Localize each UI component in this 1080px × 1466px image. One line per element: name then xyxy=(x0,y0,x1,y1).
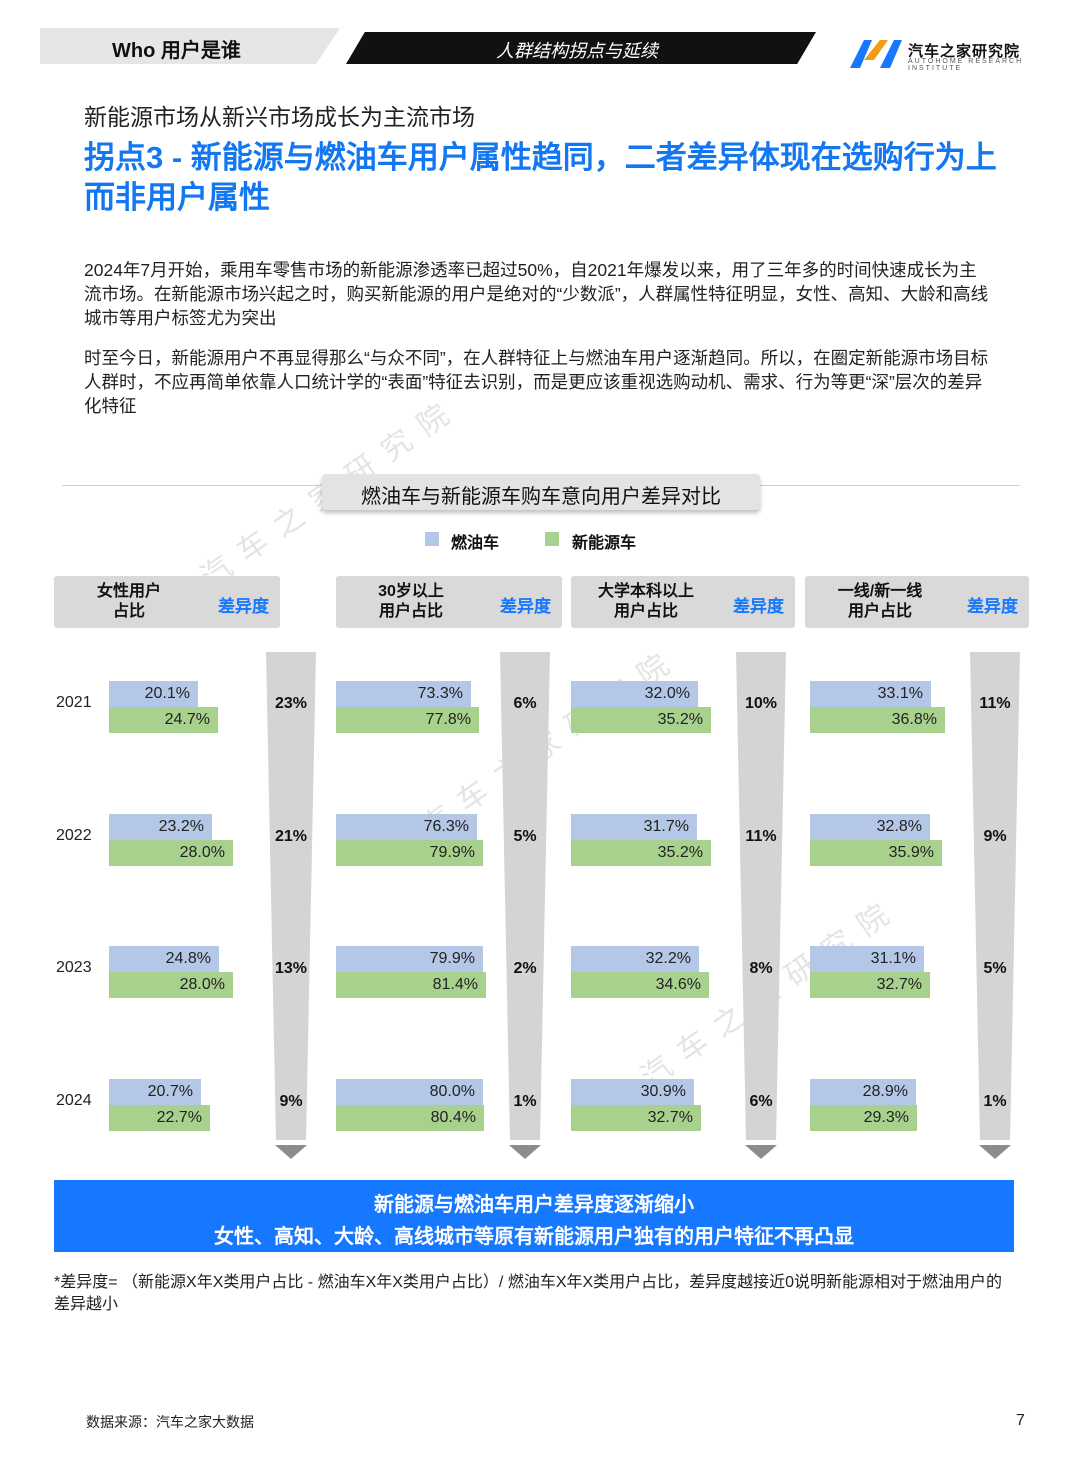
group-name: 女性用户 占比 xyxy=(96,583,161,620)
topic-label: 人群结构拐点与延续 xyxy=(496,41,658,61)
logo-name: 汽车之家研究院 xyxy=(908,43,1021,60)
bar-fuel: 20.7% xyxy=(109,1079,201,1105)
diff-value: 6% xyxy=(749,1093,773,1110)
diff-value: 1% xyxy=(513,1093,537,1110)
group-name: 大学本科以上 用户占比 xyxy=(597,583,694,620)
intro-paragraph-1: 2024年7月开始，乘用车零售市场的新能源渗透率已超过50%，自2021年爆发以… xyxy=(84,260,989,328)
diff-value: 11% xyxy=(745,828,777,845)
bar-nev: 29.3% xyxy=(810,1105,917,1131)
diff-value: 21% xyxy=(274,828,308,845)
bar-nev: 80.4% xyxy=(336,1105,484,1131)
bar-fuel: 73.3% xyxy=(336,681,471,707)
bar-nev: 28.0% xyxy=(109,972,233,998)
year-label: 2023 xyxy=(56,959,92,976)
bar-nev: 32.7% xyxy=(571,1105,701,1131)
legend-nev-label: 新能源车 xyxy=(572,535,637,552)
diff-value: 9% xyxy=(983,828,1007,845)
bar-fuel: 79.9% xyxy=(336,946,483,972)
group-header: 一线/新一线 用户占比 差异度 xyxy=(805,576,1029,628)
section-label: Who 用户是谁 xyxy=(112,40,241,62)
diff-value: 6% xyxy=(513,695,537,712)
autohome-logo-icon xyxy=(850,40,902,68)
conclusion-line-1: 新能源与燃油车用户差异度逐渐缩小 xyxy=(374,1194,694,1216)
bar-nev: 77.8% xyxy=(336,707,479,733)
diff-header: 差异度 xyxy=(967,597,1018,616)
bar-nev: 22.7% xyxy=(109,1105,210,1131)
diff-value: 2% xyxy=(513,960,537,977)
diff-value: 9% xyxy=(279,1093,303,1110)
watermark: 汽车之家研究院 xyxy=(635,890,907,1095)
diff-value: 23% xyxy=(274,695,308,712)
bar-nev: 35.2% xyxy=(571,840,711,866)
bar-nev: 28.0% xyxy=(109,840,233,866)
watermark: 汽车之家研究院 xyxy=(415,640,687,845)
bar-nev: 24.7% xyxy=(109,707,218,733)
funnel-arrow xyxy=(736,652,786,1159)
legend-nev-swatch xyxy=(545,532,559,546)
conclusion-banner: 新能源与燃油车用户差异度逐渐缩小 女性、高知、大龄、高线城市等原有新能源用户独有… xyxy=(54,1180,1014,1252)
section-tab: Who 用户是谁 xyxy=(40,28,340,64)
bar-nev: 35.9% xyxy=(810,840,942,866)
bar-fuel: 32.8% xyxy=(810,814,930,840)
data-source: 数据来源：汽车之家大数据 xyxy=(86,1414,254,1430)
diff-value: 10% xyxy=(744,695,778,712)
funnel-arrow xyxy=(970,652,1020,1159)
conclusion-line-2: 女性、高知、大龄、高线城市等原有新能源用户独有的用户特征不再凸显 xyxy=(214,1226,854,1248)
diff-value: 1% xyxy=(983,1093,1007,1110)
bar-fuel: 32.2% xyxy=(571,946,699,972)
group-header: 大学本科以上 用户占比 差异度 xyxy=(571,576,795,628)
bar-nev: 81.4% xyxy=(336,972,486,998)
diff-header: 差异度 xyxy=(218,597,269,616)
bar-fuel: 20.1% xyxy=(109,681,198,707)
diff-value: 5% xyxy=(513,828,537,845)
diff-value: 11% xyxy=(979,695,1011,712)
bar-nev: 79.9% xyxy=(336,840,483,866)
topic-bar: 人群结构拐点与延续 xyxy=(346,32,816,64)
diff-header: 差异度 xyxy=(500,597,551,616)
bar-nev: 34.6% xyxy=(571,972,709,998)
group-header: 30岁以上 用户占比 差异度 xyxy=(336,576,562,628)
chart-title-box xyxy=(322,474,760,510)
bar-fuel: 24.8% xyxy=(109,946,219,972)
page-number: 7 xyxy=(1016,1412,1025,1429)
legend-fuel-label: 燃油车 xyxy=(451,535,500,552)
bar-fuel: 30.9% xyxy=(571,1079,694,1105)
year-label: 2022 xyxy=(56,827,92,844)
chart-title: 燃油车与新能源车购车意向用户差异对比 xyxy=(361,486,721,508)
footnote: *差异度= （新能源X年X类用户占比 - 燃油车X年X类用户占比）/ 燃油车X年… xyxy=(54,1274,1003,1313)
bar-fuel: 23.2% xyxy=(109,814,212,840)
page-subtitle: 新能源市场从新兴市场成长为主流市场 xyxy=(84,104,475,130)
logo-subtitle: AUTOHOME RESEARCH INSTITUTE xyxy=(908,58,1024,72)
diff-value: 13% xyxy=(274,960,308,977)
page-title: 拐点3 - 新能源与燃油车用户属性趋同，二者差异体现在选购行为上而非用户属性 xyxy=(84,140,997,215)
bar-nev: 36.8% xyxy=(810,707,945,733)
diff-header: 差异度 xyxy=(733,597,784,616)
intro-paragraph-2: 时至今日，新能源用户不再显得那么“与众不同”，在人群特征上与燃油车用户逐渐趋同。… xyxy=(84,348,989,416)
bar-fuel: 33.1% xyxy=(810,681,931,707)
legend-fuel-swatch xyxy=(425,532,439,546)
diff-value: 5% xyxy=(983,960,1007,977)
bar-nev: 32.7% xyxy=(810,972,930,998)
group-name: 一线/新一线 用户占比 xyxy=(837,583,923,620)
year-label: 2021 xyxy=(56,694,92,711)
bar-fuel: 31.7% xyxy=(571,814,697,840)
bar-fuel: 80.0% xyxy=(336,1079,483,1105)
year-label: 2024 xyxy=(56,1092,92,1109)
group-header: 女性用户 占比 差异度 xyxy=(54,576,280,628)
group-name: 30岁以上 用户占比 xyxy=(378,583,444,620)
bar-fuel: 28.9% xyxy=(810,1079,916,1105)
funnel-arrow xyxy=(266,652,316,1159)
